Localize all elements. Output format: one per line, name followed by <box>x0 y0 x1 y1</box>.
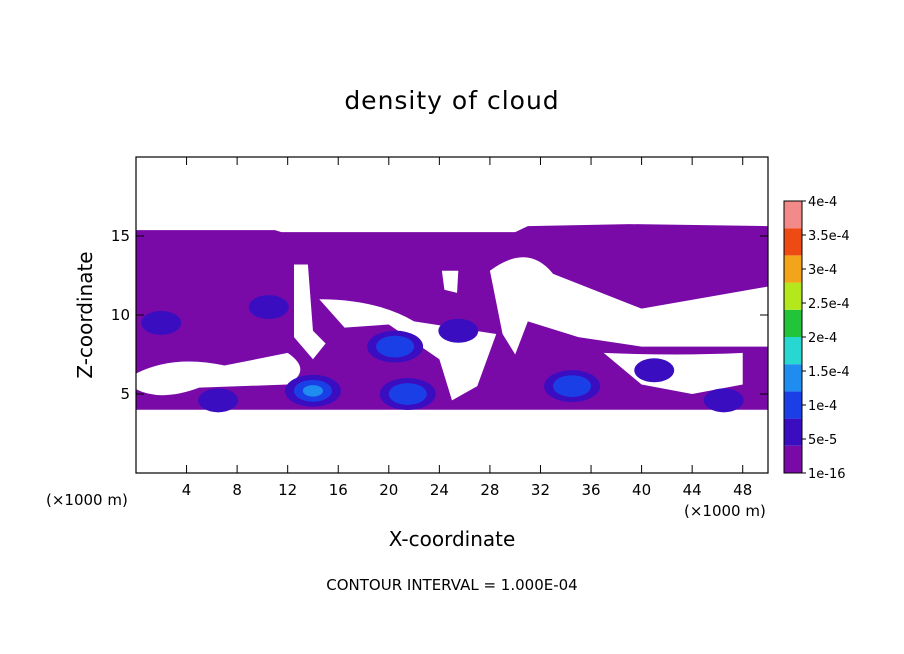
colorbar-swatch <box>784 255 802 283</box>
colorbar-swatch <box>784 201 802 229</box>
x-tick-label: 48 <box>733 481 752 499</box>
density-blob <box>302 385 324 397</box>
z-unit-label: (×1000 m) <box>46 491 128 509</box>
clear-air-region <box>441 270 459 293</box>
x-unit-label: (×1000 m) <box>684 502 766 520</box>
x-tick-label: 12 <box>278 481 297 499</box>
colorbar-swatch <box>784 282 802 310</box>
x-tick-label: 32 <box>531 481 550 499</box>
colorbar-swatch <box>784 418 802 446</box>
y-axis: 5 10 15 <box>111 227 768 403</box>
colorbar-label: 1e-16 <box>808 467 846 482</box>
colorbar-label: 2e-4 <box>808 331 837 346</box>
x-tick-label: 40 <box>632 481 651 499</box>
colorbar-swatch <box>784 445 802 473</box>
clear-air-region <box>136 352 301 396</box>
colorbar-swatch <box>784 309 802 337</box>
x-tick-label: 20 <box>379 481 398 499</box>
y-axis-label: Z-coordinate <box>73 251 97 379</box>
density-blob <box>388 383 427 405</box>
colorbar-label: 1.5e-4 <box>808 365 850 380</box>
colorbar-swatch <box>784 364 802 392</box>
x-tick-label: 28 <box>480 481 499 499</box>
x-tick-label: 16 <box>329 481 348 499</box>
y-tick-label: 5 <box>120 385 130 403</box>
colorbar-swatch <box>784 337 802 365</box>
colorbar-swatch <box>784 391 802 419</box>
clear-air-region <box>489 257 768 355</box>
y-tick-label: 10 <box>111 306 130 324</box>
density-blob <box>141 310 182 335</box>
clear-air-region <box>294 264 326 360</box>
density-blob <box>634 358 675 383</box>
colorbar-label: 1e-4 <box>808 399 837 414</box>
density-blob <box>198 388 239 413</box>
density-field <box>136 224 768 413</box>
colorbar-label: 3e-4 <box>808 263 837 278</box>
x-tick-label: 8 <box>232 481 242 499</box>
colorbar-label: 4e-4 <box>808 195 837 210</box>
x-axis: 4 8 12 16 20 24 28 32 36 40 44 48 <box>182 157 752 499</box>
density-blob <box>376 335 415 358</box>
density-blob <box>703 388 744 413</box>
colorbar-label: 2.5e-4 <box>808 297 850 312</box>
x-tick-label: 44 <box>683 481 702 499</box>
density-blob <box>438 318 479 343</box>
colorbar: 1e-16 5e-5 1e-4 1.5e-4 2e-4 2.5e-4 3e-4 3.5e-4 4… <box>783 195 850 482</box>
x-tick-label: 36 <box>581 481 600 499</box>
density-blob <box>248 295 289 320</box>
colorbar-label: 5e-5 <box>808 433 837 448</box>
chart-title: density of cloud <box>344 86 560 115</box>
x-tick-label: 24 <box>430 481 449 499</box>
colorbar-label: 3.5e-4 <box>808 229 850 244</box>
colorbar-swatch <box>784 228 802 256</box>
y-tick-label: 15 <box>111 227 130 245</box>
x-tick-label: 4 <box>182 481 192 499</box>
clear-air-region <box>319 299 497 401</box>
contour-interval: CONTOUR INTERVAL = 1.000E-04 <box>326 576 578 594</box>
density-blob <box>553 375 592 397</box>
x-axis-label: X-coordinate <box>388 527 516 551</box>
